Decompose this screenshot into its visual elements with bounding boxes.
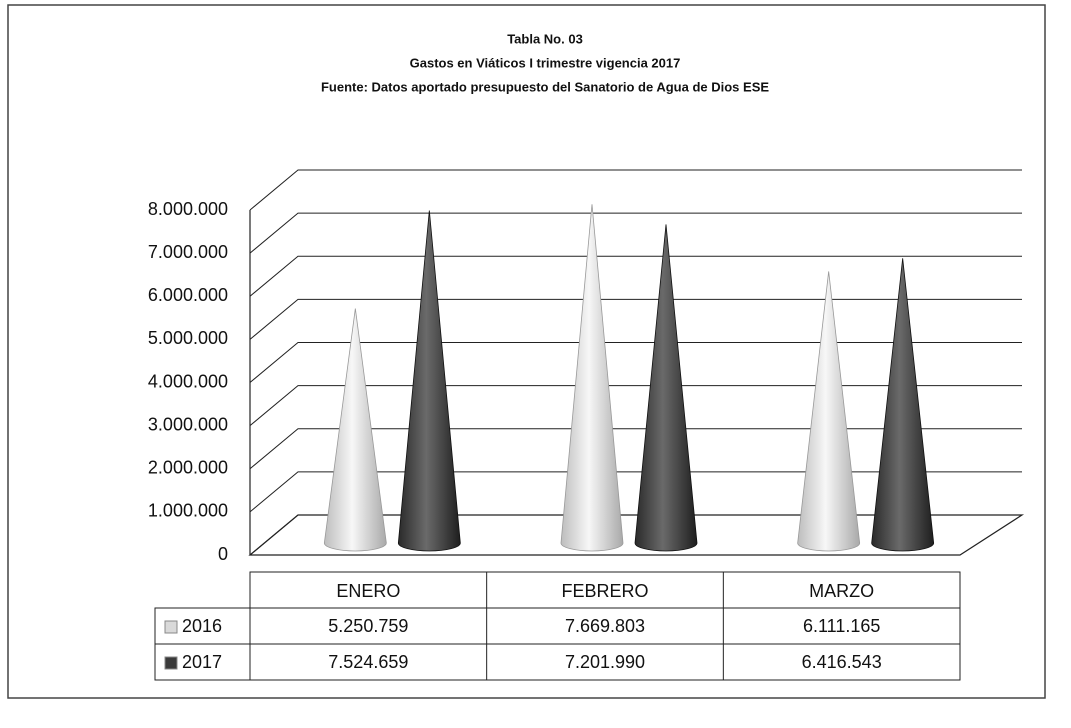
value-label: 7.669.803 [565,616,645,636]
chart-subtitle: Fuente: Datos aportado presupuesto del S… [321,79,769,94]
grid-line [249,385,1022,427]
grid-line [249,342,1022,383]
y-tick-label: 2.000.000 [148,458,228,478]
grid-line [249,298,1022,340]
legend-swatch [164,656,178,670]
cone [634,224,698,552]
value-label: 7.201.990 [565,652,645,672]
legend-label: 2016 [182,616,222,636]
value-label: 7.524.659 [328,652,408,672]
y-tick-label: 4.000.000 [148,371,228,391]
grid-line [249,514,1022,556]
grid-line [249,169,1022,211]
grid-line [249,212,1022,254]
value-label: 6.416.543 [802,652,882,672]
legend-label: 2017 [182,652,222,672]
y-tick-label: 5.000.000 [148,328,228,348]
y-tick-label: 1.000.000 [148,501,228,521]
legend-swatch [164,620,178,634]
cone [397,210,461,552]
cone [871,258,935,552]
value-label: 6.111.165 [803,616,880,636]
y-tick-label: 8.000.000 [148,199,228,219]
chart-subtitle: Gastos en Viáticos I trimestre vigencia … [410,55,681,70]
y-tick-label: 0 [218,544,228,564]
grid-line [249,471,1022,513]
y-tick-label: 3.000.000 [148,414,228,434]
y-tick-label: 7.000.000 [148,242,228,262]
grid-line [249,428,1022,470]
category-label: ENERO [336,581,400,601]
grid-line [249,255,1022,297]
category-label: FEBRERO [561,581,648,601]
frame [7,4,1046,699]
value-label: 5.250.759 [328,616,408,636]
y-tick-label: 6.000.000 [148,285,228,305]
cone [560,204,624,552]
chart-title: Tabla No. 03 [507,31,583,46]
cone [323,308,387,552]
cone [797,271,861,552]
category-label: MARZO [809,581,874,601]
